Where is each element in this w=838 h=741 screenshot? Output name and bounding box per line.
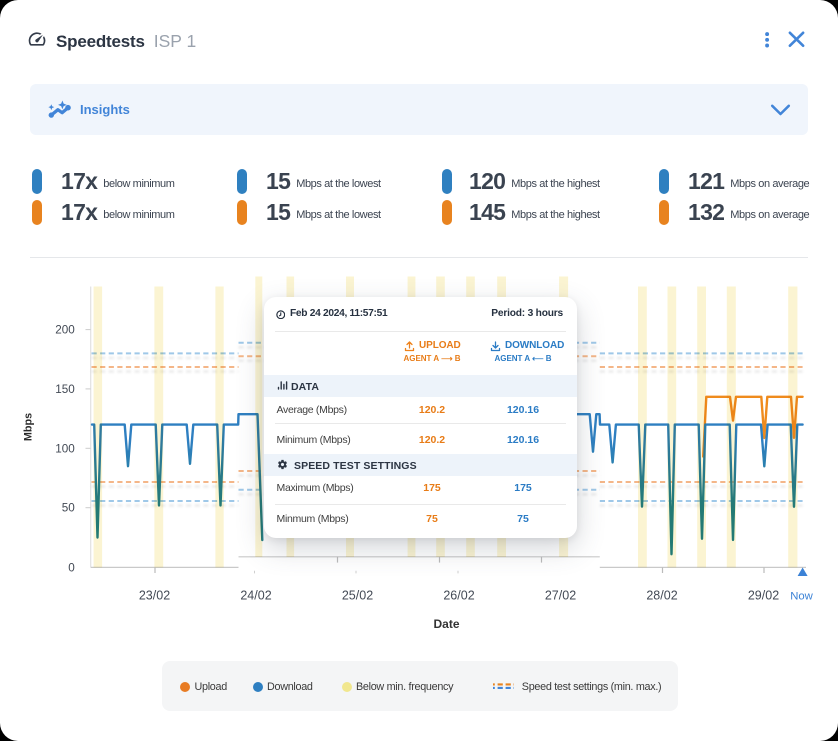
svg-text:50: 50 [62, 502, 76, 515]
svg-text:26/02: 26/02 [443, 589, 474, 603]
svg-text:150: 150 [55, 383, 75, 396]
svg-text:100: 100 [55, 442, 75, 455]
svg-text:Date: Date [433, 617, 459, 631]
svg-text:28/02: 28/02 [646, 589, 677, 603]
svg-text:24/02: 24/02 [240, 589, 271, 603]
svg-text:200: 200 [55, 324, 75, 337]
svg-text:29/02: 29/02 [748, 589, 779, 603]
svg-text:23/02: 23/02 [139, 589, 170, 603]
svg-text:27/02: 27/02 [545, 589, 576, 603]
svg-text:0: 0 [68, 561, 75, 574]
svg-text:Mbps: Mbps [23, 413, 35, 441]
svg-text:Now: Now [790, 591, 813, 603]
svg-text:25/02: 25/02 [342, 589, 373, 603]
